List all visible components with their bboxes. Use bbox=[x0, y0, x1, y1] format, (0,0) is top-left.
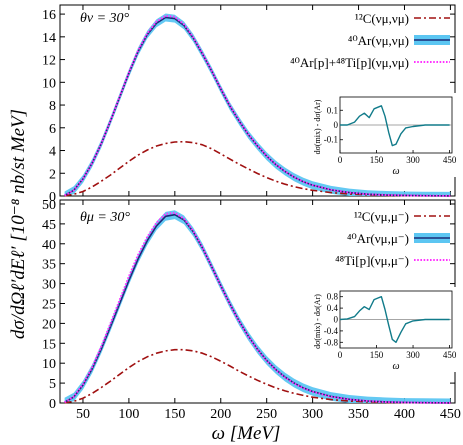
series-line-1 bbox=[64, 213, 451, 404]
inset-x-label: ω bbox=[392, 361, 399, 372]
y-tick-label: 10 bbox=[42, 357, 56, 372]
legend-label: ¹²C(νμ,νμ) bbox=[355, 11, 409, 26]
y-axis-label: dσ/dΩℓ′dEℓ′ [10⁻⁸ nb/st MeV] bbox=[8, 109, 29, 339]
x-tick-label: 150 bbox=[164, 407, 185, 422]
legend-label: ⁴⁸Ti[p](νμ,μ⁻) bbox=[335, 253, 409, 268]
inset-y-tick-label: -0.4 bbox=[324, 326, 339, 336]
x-tick-label: 300 bbox=[302, 407, 323, 422]
inset-x-tick-label: 0 bbox=[338, 155, 343, 165]
inset-x-tick-label: 300 bbox=[406, 350, 420, 360]
inset-y-tick-label: -0.8 bbox=[324, 337, 339, 347]
y-tick-label: 15 bbox=[42, 337, 56, 352]
inset-x-tick-label: 150 bbox=[370, 155, 384, 165]
inset-y-label: dσ(mix) - dσ(Ar) bbox=[313, 99, 322, 154]
legend-label: ⁴⁰Ar(νμ,μ⁻) bbox=[347, 231, 409, 246]
inset-difference-line bbox=[339, 296, 450, 343]
y-tick-label: 30 bbox=[42, 278, 56, 293]
series-line-0 bbox=[64, 348, 451, 404]
y-tick-label: 0 bbox=[49, 397, 56, 412]
inset-y-tick-label: 0 bbox=[334, 315, 339, 325]
panel-annotation: θν = 30° bbox=[80, 11, 130, 26]
y-tick-label: 16 bbox=[42, 8, 56, 23]
inset-x-tick-label: 0 bbox=[338, 350, 343, 360]
x-tick-label: 400 bbox=[394, 407, 415, 422]
series-line-2 bbox=[64, 211, 451, 404]
inset-x-tick-label: 450 bbox=[443, 155, 457, 165]
y-tick-label: 2 bbox=[49, 167, 56, 182]
inset-y-tick-label: 0 bbox=[334, 120, 339, 130]
inset-y-label: dσ(mix) - dσ(Ar) bbox=[313, 294, 322, 349]
panel-annotation: θμ = 30° bbox=[80, 210, 130, 225]
inset-difference-line bbox=[340, 105, 450, 147]
x-tick-label: 200 bbox=[210, 407, 231, 422]
y-tick-label: 6 bbox=[49, 122, 56, 137]
y-tick-label: 0 bbox=[49, 190, 56, 205]
y-tick-label: 5 bbox=[49, 377, 56, 392]
y-tick-label: 10 bbox=[42, 76, 56, 91]
inset-y-tick-label: 0.4 bbox=[327, 303, 339, 313]
inset-background bbox=[310, 93, 456, 177]
series-line-0 bbox=[64, 140, 451, 197]
y-tick-label: 40 bbox=[42, 238, 56, 253]
x-tick-label: 450 bbox=[440, 407, 461, 422]
inset-y-tick-label: 0.8 bbox=[327, 292, 339, 302]
series-line-2 bbox=[64, 14, 451, 197]
inset-x-label: ω bbox=[392, 166, 399, 177]
y-tick-label: 4 bbox=[49, 145, 56, 160]
x-tick-label: 100 bbox=[118, 407, 139, 422]
panel-top: 0 2 4 6 8 10 12 14 16 θν = 30° ¹²C(νμ,νμ) ⁴⁰Ar(νμ,ν… bbox=[42, 4, 457, 205]
legend-label: ⁴⁰Ar(νμ,νμ) bbox=[348, 33, 409, 48]
y-tick-label: 12 bbox=[42, 54, 56, 69]
x-axis-label: ω [MeV] bbox=[212, 423, 281, 444]
y-tick-label: 20 bbox=[42, 317, 56, 332]
inset-x-tick-label: 450 bbox=[443, 350, 457, 360]
y-tick-label: 35 bbox=[42, 258, 56, 273]
inset-x-tick-label: 300 bbox=[406, 155, 420, 165]
y-tick-label: 25 bbox=[42, 297, 56, 312]
inset-y-tick-label: 0.1 bbox=[327, 105, 338, 115]
x-tick-label: 50 bbox=[76, 407, 90, 422]
y-tick-label: 14 bbox=[42, 31, 56, 46]
inset-x-tick-label: 150 bbox=[370, 350, 384, 360]
x-tick-label: 250 bbox=[256, 407, 277, 422]
y-tick-label: 8 bbox=[49, 99, 56, 114]
inset-y-tick-label: -0.1 bbox=[324, 135, 338, 145]
panel-bottom: 0 5 10 15 20 25 30 35 40 45 50 50 100 150 200 250 300 350… bbox=[42, 198, 461, 422]
y-tick-label: 45 bbox=[42, 218, 56, 233]
legend-label: ⁴⁰Ar[p]+⁴⁸Ti[p](νμ,νμ) bbox=[290, 55, 409, 70]
legend-label: ¹²C(νμ,μ⁻) bbox=[354, 209, 409, 224]
y-tick-label: 50 bbox=[42, 198, 56, 213]
x-tick-label: 350 bbox=[348, 407, 369, 422]
